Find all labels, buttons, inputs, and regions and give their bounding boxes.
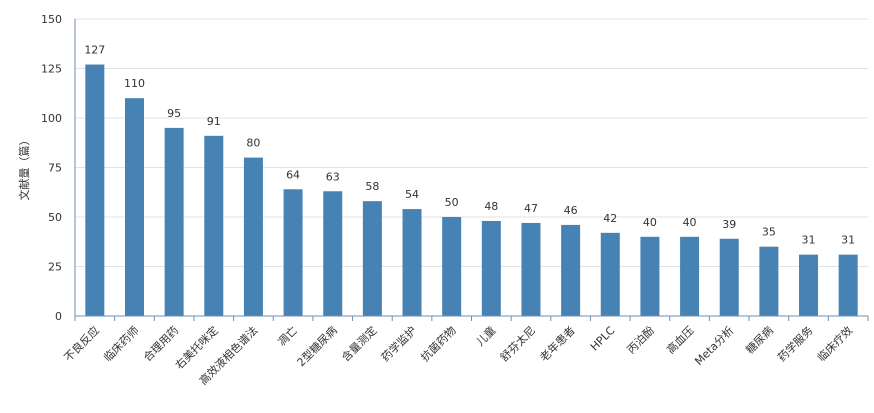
grid-lines — [75, 18, 868, 267]
y-tick-label: 25 — [48, 261, 62, 274]
data-label: 50 — [445, 196, 459, 209]
data-label: 35 — [762, 226, 776, 239]
x-tick-label: 老年患者 — [537, 323, 578, 364]
data-label: 39 — [722, 218, 736, 231]
x-tick-label: 合理用药 — [140, 323, 181, 364]
bar — [85, 64, 105, 316]
bar — [362, 201, 382, 316]
x-tick-label: HPLC — [588, 324, 618, 354]
x-tick-label: 舒芬太尼 — [497, 323, 538, 364]
x-tick-label: Meta分析 — [692, 323, 737, 368]
data-label: 31 — [841, 234, 855, 247]
bar — [759, 246, 779, 316]
data-label: 47 — [524, 202, 538, 215]
y-tick-label: 150 — [41, 13, 62, 26]
data-label: 54 — [405, 188, 419, 201]
bar — [283, 189, 303, 316]
bars — [85, 64, 858, 317]
bar — [640, 236, 660, 316]
data-label: 95 — [167, 107, 181, 120]
x-tick-label: 临床药师 — [101, 323, 142, 364]
data-label: 127 — [84, 44, 105, 57]
axes — [74, 19, 869, 321]
x-tick-label: 儿童 — [473, 323, 498, 348]
x-tick-label: 不良反应 — [61, 323, 102, 364]
bar — [719, 238, 739, 316]
data-label: 80 — [246, 137, 260, 150]
x-tick-label: 抗菌药物 — [418, 323, 459, 364]
x-tick-label: 凋亡 — [275, 323, 300, 348]
x-tick-label: 含量测定 — [338, 323, 379, 364]
bar — [323, 191, 343, 316]
bar — [442, 217, 462, 316]
bar — [799, 254, 819, 316]
data-label: 110 — [124, 77, 145, 90]
y-tick-label: 75 — [48, 162, 62, 175]
x-tick-label: 丙泊酚 — [624, 323, 657, 356]
bar — [838, 254, 858, 316]
bar — [600, 232, 620, 316]
x-tick-label: 药学服务 — [775, 323, 816, 364]
y-tick-label: 125 — [41, 63, 62, 76]
bar — [481, 220, 501, 316]
x-tick-label: 药学监护 — [378, 323, 419, 364]
y-tick-label: 50 — [48, 211, 62, 224]
bar — [124, 98, 144, 316]
bar — [561, 224, 581, 316]
y-tick-label: 0 — [55, 310, 62, 323]
data-label: 40 — [643, 216, 657, 229]
data-label: 31 — [802, 234, 816, 247]
x-tick-label: 糖尿病 — [743, 323, 776, 356]
bar — [243, 157, 263, 316]
data-label: 91 — [207, 115, 221, 128]
data-label: 64 — [286, 168, 300, 181]
labels: 0255075100125150127不良反应110临床药师95合理用药91右美… — [41, 13, 855, 388]
y-axis-title: 文献量（篇） — [17, 135, 31, 201]
x-tick-label: 2型糖尿病 — [294, 323, 340, 369]
bar — [521, 222, 541, 316]
data-label: 42 — [603, 212, 617, 225]
x-tick-label: 临床疗效 — [814, 323, 855, 364]
data-label: 40 — [683, 216, 697, 229]
y-tick-label: 100 — [41, 112, 62, 125]
x-tick-label: 高血压 — [663, 323, 696, 356]
bar — [164, 127, 184, 317]
data-label: 46 — [564, 204, 578, 217]
bar — [204, 135, 224, 316]
data-label: 63 — [326, 170, 340, 183]
bar — [680, 236, 700, 316]
data-label: 58 — [365, 180, 379, 193]
bar — [402, 209, 422, 316]
data-label: 48 — [484, 200, 498, 213]
